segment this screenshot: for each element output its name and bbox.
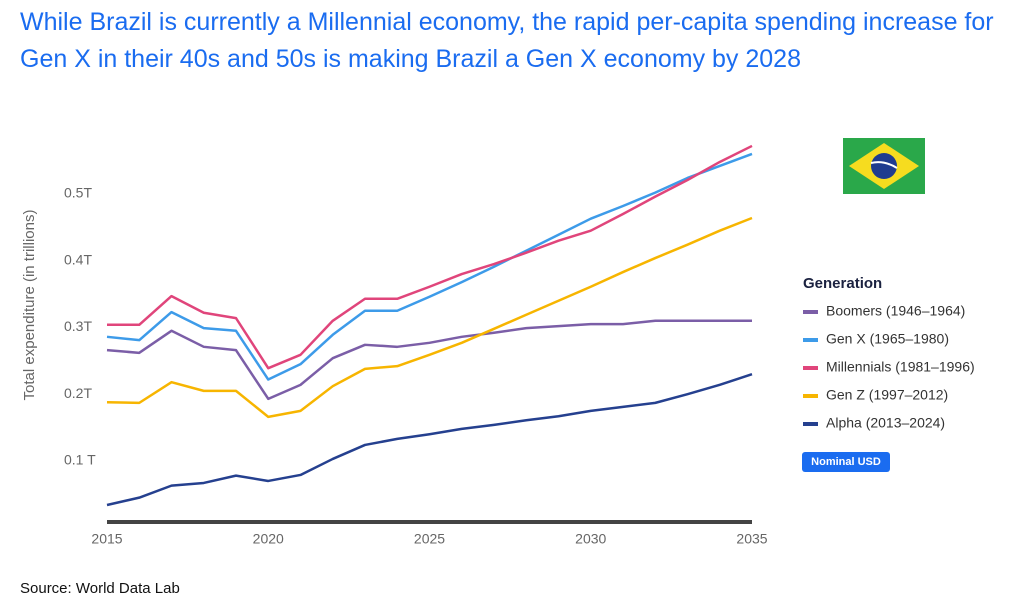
legend-label: Gen X (1965–1980) — [826, 331, 949, 347]
y-tick-label: 0.3T — [64, 318, 92, 334]
y-tick-label: 0.5T — [64, 185, 92, 201]
y-tick-label: 0.4T — [64, 251, 92, 267]
series-line — [107, 144, 753, 370]
badge — [802, 452, 890, 472]
series-line — [106, 216, 753, 419]
y-tick-label: 0.1 T — [64, 452, 96, 468]
y-tick-label: 0.2T — [64, 385, 92, 401]
badge-text: Nominal USD — [811, 456, 881, 468]
x-tick-label: 2015 — [91, 531, 122, 547]
series-line — [106, 372, 753, 507]
legend-label: Alpha (2013–2024) — [826, 415, 945, 431]
series-line — [106, 319, 752, 401]
legend-title: Generation — [803, 275, 882, 292]
y-axis-label: Total expenditure (in trillions) — [21, 210, 38, 401]
x-tick-label: 2020 — [253, 531, 284, 547]
x-tick-label: 2030 — [575, 531, 606, 547]
legend-label: Millennials (1981–1996) — [826, 359, 975, 375]
brazil-flag — [843, 138, 925, 194]
legend-label: Boomers (1946–1964) — [826, 303, 965, 319]
source: Source: World Data Lab — [20, 580, 180, 597]
legend-label: Gen Z (1997–2012) — [826, 387, 948, 403]
chart-title: While Brazil is currently a Millennial e… — [20, 8, 994, 73]
x-tick-label: 2025 — [414, 531, 445, 547]
series-line — [106, 152, 753, 381]
x-tick-label: 2035 — [736, 531, 767, 547]
